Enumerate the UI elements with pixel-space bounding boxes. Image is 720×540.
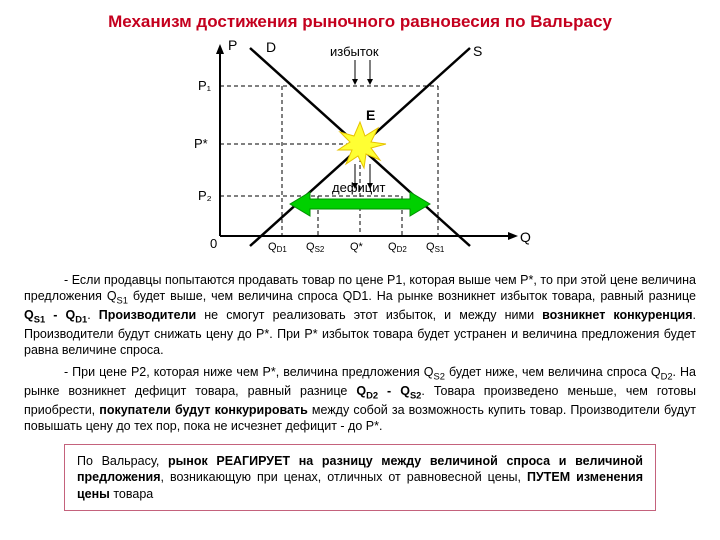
equilibrium-label: E bbox=[366, 107, 375, 123]
y-axis-label: P bbox=[228, 37, 237, 53]
deficit-label: дефицит bbox=[332, 180, 385, 195]
x-tick-qd2: QD2 bbox=[388, 241, 407, 254]
paragraph-1: - Если продавцы попытаются продавать тов… bbox=[24, 272, 696, 358]
y-tick-p2: P₂ bbox=[198, 188, 212, 203]
x-tick-qs1: QS1 bbox=[426, 241, 445, 254]
y-tick-pstar: P* bbox=[194, 136, 208, 151]
page-title: Механизм достижения рыночного равновесия… bbox=[24, 12, 696, 32]
s-curve-label: S bbox=[473, 43, 482, 59]
summary-box: По Вальрасу, рынок РЕАГИРУЕТ на разницу … bbox=[64, 444, 656, 511]
equilibrium-diagram: P Q 0 D S избыток E дефицит P₁ P* P₂ QD1… bbox=[170, 36, 550, 264]
paragraph-2: - При цене P2, которая ниже чем P*, вели… bbox=[24, 364, 696, 434]
diagram-container: P Q 0 D S избыток E дефицит P₁ P* P₂ QD1… bbox=[24, 36, 696, 264]
x-tick-qd1: QD1 bbox=[268, 241, 287, 254]
x-tick-qs2: QS2 bbox=[306, 241, 325, 254]
d-curve-label: D bbox=[266, 39, 276, 55]
x-axis-label: Q bbox=[520, 229, 531, 245]
surplus-label: избыток bbox=[330, 44, 379, 59]
origin-label: 0 bbox=[210, 236, 217, 251]
y-tick-p1: P₁ bbox=[198, 78, 212, 93]
x-tick-qstar: Q* bbox=[350, 241, 364, 253]
